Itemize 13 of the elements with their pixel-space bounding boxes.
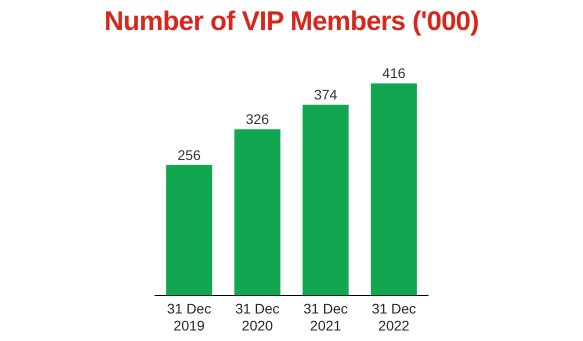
data-label: 326	[246, 111, 270, 128]
data-label: 256	[177, 146, 202, 163]
bar	[302, 104, 349, 296]
data-label: 374	[314, 86, 338, 103]
x-tick-label: 31 Dec 2019	[166, 300, 212, 334]
x-tick-label: 31 Dec 2021	[303, 300, 348, 334]
chart-title: Number of VIP Members ('000)	[103, 6, 480, 38]
bar	[370, 83, 417, 296]
data-label: 416	[382, 65, 406, 82]
x-tick-label: 31 Dec 2020	[235, 300, 280, 334]
bar	[166, 164, 212, 296]
bar	[234, 129, 280, 296]
x-tick-label: 31 Dec 2022	[372, 300, 416, 334]
